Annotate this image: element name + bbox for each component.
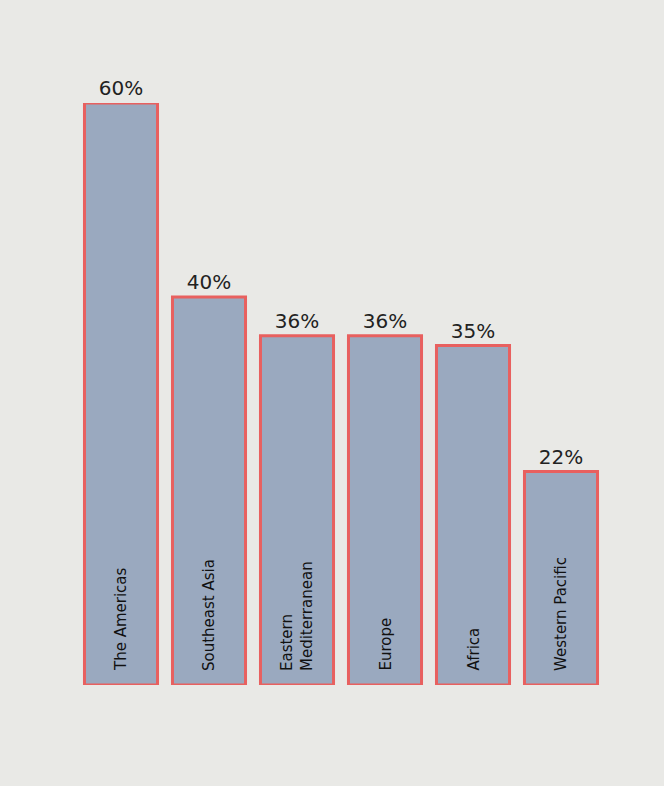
svg-text:Africa: Africa <box>465 628 483 671</box>
svg-text:Southeast Asia: Southeast Asia <box>200 559 218 671</box>
svg-text:36%: 36% <box>275 309 319 333</box>
svg-text:22%: 22% <box>539 445 583 469</box>
svg-text:60%: 60% <box>99 76 143 100</box>
svg-text:EasternMediterranean: EasternMediterranean <box>278 561 316 671</box>
svg-text:35%: 35% <box>451 319 495 343</box>
svg-text:The Americas: The Americas <box>112 567 130 671</box>
svg-text:40%: 40% <box>187 270 231 294</box>
svg-text:Western Pacific: Western Pacific <box>552 557 570 671</box>
svg-text:36%: 36% <box>363 309 407 333</box>
svg-text:Europe: Europe <box>377 618 395 671</box>
